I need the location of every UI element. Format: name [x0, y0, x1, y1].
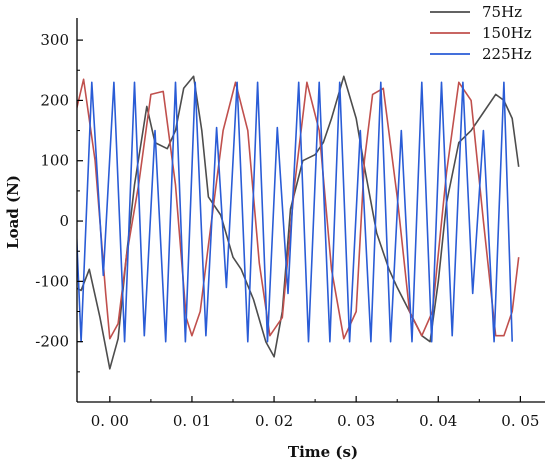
x-tick-label: 0. 04: [419, 412, 457, 430]
y-tick-label: 100: [40, 152, 69, 170]
series-line-150Hz: [77, 78, 520, 340]
x-tick-label: 0. 05: [501, 412, 539, 430]
x-tick-label: 0. 03: [337, 412, 375, 430]
series-layer: [77, 75, 520, 370]
x-tick-label: 0. 02: [255, 412, 293, 430]
y-tick-label: 0: [59, 212, 69, 230]
legend-label-150Hz: 150Hz: [482, 24, 532, 42]
x-axis-title: Time (s): [288, 443, 358, 461]
axes: -200 -100 0 100 200 300 0. 00 0. 01 0. 02 0. 03 0.…: [4, 18, 545, 461]
legend-label-75Hz: 75Hz: [482, 3, 522, 21]
y-tick-label: 300: [40, 31, 69, 49]
y-tick-label: -200: [35, 333, 69, 351]
series-line-225Hz: [77, 81, 513, 343]
legend: 75Hz 150Hz 225Hz: [430, 3, 532, 63]
y-tick-label: -100: [35, 272, 69, 290]
x-tick-label: 0. 01: [173, 412, 211, 430]
legend-label-225Hz: 225Hz: [482, 45, 532, 63]
x-tick-label: 0. 00: [91, 412, 129, 430]
y-axis-title: Load (N): [4, 175, 22, 249]
y-tick-label: 200: [40, 91, 69, 109]
